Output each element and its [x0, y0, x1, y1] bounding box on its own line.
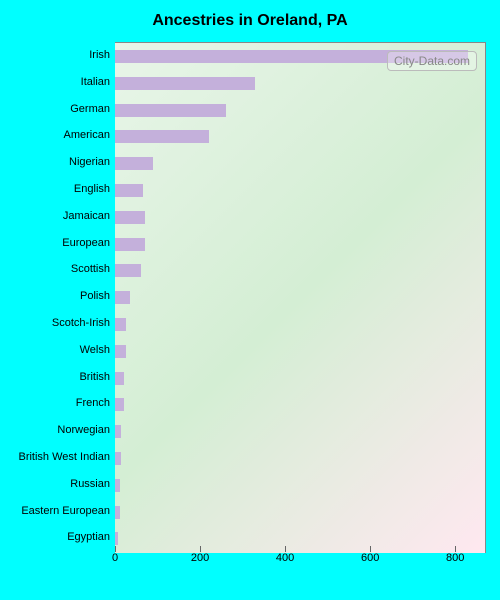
bars-layer [115, 43, 485, 553]
bar [115, 506, 120, 519]
x-axis-tick-label: 400 [276, 552, 294, 564]
bar [115, 264, 141, 277]
y-axis-label: Eastern European [0, 498, 110, 525]
bar-row [115, 391, 485, 418]
bar [115, 372, 124, 385]
y-axis-label: European [0, 230, 110, 257]
bar-row [115, 418, 485, 445]
y-axis-label: German [0, 96, 110, 123]
y-axis-label: Irish [0, 42, 110, 69]
bar [115, 532, 118, 545]
y-axis-label: Polish [0, 283, 110, 310]
bar-row [115, 284, 485, 311]
bar [115, 398, 124, 411]
y-axis-label: Welsh [0, 337, 110, 364]
y-axis-label: Scottish [0, 256, 110, 283]
x-axis-tick-label: 0 [112, 552, 118, 564]
x-axis-tick-mark [115, 546, 116, 552]
bar-row [115, 97, 485, 124]
bar-row [115, 525, 485, 552]
x-axis-tick-label: 800 [446, 552, 464, 564]
bar [115, 345, 126, 358]
bar-row [115, 472, 485, 499]
bar-row [115, 204, 485, 231]
chart-container: Ancestries in Oreland, PA City-Data.com … [0, 0, 500, 600]
watermark-badge: City-Data.com [387, 51, 477, 71]
bar-row [115, 311, 485, 338]
bar [115, 184, 143, 197]
bar-row [115, 150, 485, 177]
y-axis-label: English [0, 176, 110, 203]
y-axis-label: Nigerian [0, 149, 110, 176]
y-axis-label: Russian [0, 471, 110, 498]
bar [115, 238, 145, 251]
x-axis-tick-mark [455, 546, 456, 552]
bar [115, 318, 126, 331]
y-axis-label: Jamaican [0, 203, 110, 230]
bar [115, 425, 121, 438]
x-axis: 0 200 400 600 800 [115, 552, 485, 582]
plot-area: City-Data.com [115, 42, 486, 553]
bar-row [115, 231, 485, 258]
bar [115, 157, 153, 170]
bar [115, 77, 255, 90]
bar [115, 452, 121, 465]
bar [115, 130, 209, 143]
x-axis-tick-mark [200, 546, 201, 552]
x-axis-tick-mark [285, 546, 286, 552]
y-axis-label: British West Indian [0, 444, 110, 471]
chart-title: Ancestries in Oreland, PA [0, 0, 500, 38]
bar-row [115, 365, 485, 392]
x-axis-tick-mark [370, 546, 371, 552]
y-axis-label: French [0, 390, 110, 417]
y-axis-label: American [0, 122, 110, 149]
y-axis-label: Egyptian [0, 524, 110, 551]
x-axis-tick-label: 200 [191, 552, 209, 564]
bar [115, 291, 130, 304]
bar [115, 211, 145, 224]
y-axis-label: British [0, 364, 110, 391]
bar-row [115, 499, 485, 526]
bar-row [115, 123, 485, 150]
x-axis-tick-label: 600 [361, 552, 379, 564]
bar [115, 104, 226, 117]
bar-row [115, 445, 485, 472]
bar-row [115, 338, 485, 365]
y-axis-label: Norwegian [0, 417, 110, 444]
bar-row [115, 177, 485, 204]
bar-row [115, 257, 485, 284]
bar-row [115, 70, 485, 97]
y-axis-label: Scotch-Irish [0, 310, 110, 337]
y-axis-label: Italian [0, 69, 110, 96]
bar [115, 479, 120, 492]
